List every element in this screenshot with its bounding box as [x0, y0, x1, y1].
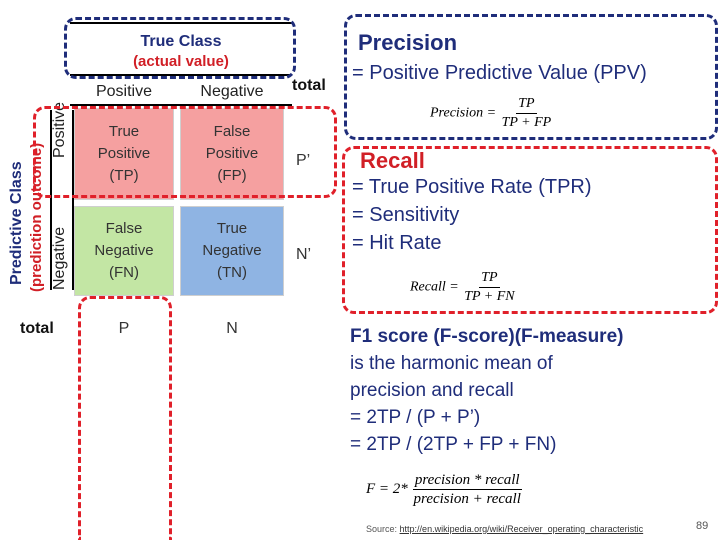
f1-fraction: precision * recall precision + recall [412, 472, 523, 507]
precision-ppv-text: = Positive Predictive Value (PPV) [352, 62, 647, 84]
row-header-line [72, 110, 74, 290]
cell-tp-line3: (TP) [109, 167, 139, 184]
true-class-label: True Class [140, 33, 222, 50]
cell-fn-line2: Negative [94, 242, 154, 259]
f1-denominator: precision + recall [413, 491, 521, 507]
f1-line-formula-2: = 2TP / (2TP + FP + FN) [350, 434, 557, 455]
f1-line-precision-recall: precision and recall [350, 380, 514, 401]
row-label-divider [50, 110, 52, 290]
source-link[interactable]: http://en.wikipedia.org/wiki/Receiver_op… [399, 524, 644, 534]
recall-hit-rate-text: = Hit Rate [352, 232, 442, 254]
header-mid-line [70, 74, 292, 76]
total-p: P [118, 320, 130, 337]
precision-fraction: TP TP + FP [500, 96, 554, 131]
source-label: Source: [366, 524, 398, 534]
recall-title: Recall [360, 148, 425, 173]
predictive-class-label: Predictive Class [8, 161, 25, 285]
precision-denominator: TP + FP [501, 115, 552, 130]
highlight-precision-box [344, 14, 718, 140]
precision-formula: Precision = TP TP + FP [430, 96, 553, 131]
recall-fraction: TP TP + FN [462, 270, 516, 305]
cell-tp-line2: Positive [97, 145, 151, 162]
highlight-predicted-positive-row [33, 106, 337, 198]
cell-tn-line3: (TN) [217, 264, 247, 281]
cell-fn-line3: (FN) [109, 264, 139, 281]
recall-formula: Recall = TP TP + FN [410, 270, 517, 305]
column-header-total: total [292, 77, 326, 94]
recall-sensitivity-text: = Sensitivity [352, 204, 460, 226]
cell-true-negative: True Negative (TN) [180, 206, 284, 296]
actual-value-label: (actual value) [133, 53, 229, 70]
source-citation: Source: http://en.wikipedia.org/wiki/Rec… [366, 524, 643, 534]
f1-formula-lhs: F = 2* [366, 480, 408, 497]
highlight-recall-box [342, 146, 718, 314]
precision-title: Precision [358, 30, 458, 55]
recall-formula-lhs: Recall = [410, 279, 459, 295]
cell-tp-line1: True [108, 123, 140, 140]
page-number: 89 [696, 520, 709, 532]
header-top-line [70, 22, 292, 24]
cell-fn-line1: False [105, 220, 143, 237]
highlight-true-class-header [64, 17, 296, 79]
f1-formula: F = 2* precision * recall precision + re… [366, 472, 523, 507]
f1-line-formula-1: = 2TP / (P + P’) [350, 407, 481, 428]
cell-false-negative: False Negative (FN) [74, 206, 174, 296]
recall-tpr-text: = True Positive Rate (TPR) [352, 176, 592, 198]
total-n: N [226, 320, 238, 337]
cell-true-positive: True Positive (TP) [74, 108, 174, 200]
column-header-negative: Negative [200, 83, 264, 100]
cell-fp-line2: Positive [205, 145, 259, 162]
recall-denominator: TP + FN [464, 289, 515, 304]
row-header-negative: Negative [51, 226, 68, 290]
total-n-prime: N’ [296, 246, 312, 263]
recall-numerator: TP [479, 270, 500, 288]
f1-numerator: precision * recall [412, 472, 522, 490]
column-header-positive: Positive [95, 83, 153, 100]
total-p-prime: P’ [296, 152, 311, 169]
f1-title: F1 score (F-score)(F-measure) [350, 326, 624, 347]
cell-fp-line1: False [213, 123, 251, 140]
f1-line-harmonic: is the harmonic mean of [350, 353, 553, 374]
precision-formula-lhs: Precision = [430, 105, 497, 121]
cell-tn-line2: Negative [202, 242, 262, 259]
highlight-actual-positive-column [78, 296, 172, 540]
cell-fp-line3: (FP) [217, 167, 247, 184]
header-bottom-line [70, 104, 292, 106]
precision-numerator: TP [516, 96, 537, 114]
row-header-total: total [20, 320, 54, 337]
cell-tn-line1: True [216, 220, 248, 237]
